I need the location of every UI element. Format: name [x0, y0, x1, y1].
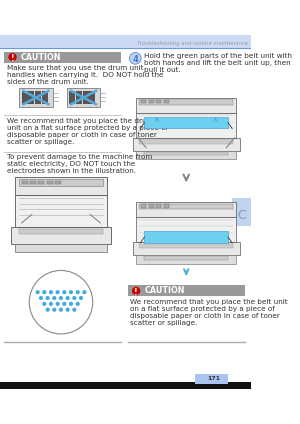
- Bar: [128, 285, 245, 296]
- Bar: [140, 99, 233, 105]
- Bar: [0, 35, 250, 48]
- Bar: [22, 91, 28, 104]
- Bar: [133, 138, 240, 151]
- Bar: [141, 100, 146, 103]
- Bar: [156, 100, 161, 103]
- Text: We recommend that you place the drum
unit on a flat surface protected by a piece: We recommend that you place the drum uni…: [7, 117, 168, 145]
- Bar: [141, 204, 146, 208]
- Bar: [136, 202, 236, 217]
- Bar: [136, 98, 236, 113]
- Text: We recommend that you place the belt unit
on a flat surface protected by a piece: We recommend that you place the belt uni…: [130, 299, 288, 326]
- Text: Hold the green parts of the belt unit with
both hands and lift the belt unit up,: Hold the green parts of the belt unit wi…: [145, 53, 292, 73]
- Bar: [145, 117, 228, 128]
- Circle shape: [66, 308, 70, 312]
- Bar: [15, 195, 107, 227]
- Bar: [145, 256, 228, 259]
- Circle shape: [76, 290, 80, 294]
- Bar: [76, 91, 82, 104]
- Circle shape: [129, 53, 141, 64]
- Bar: [140, 204, 233, 209]
- Circle shape: [79, 296, 83, 300]
- Text: CAUTION: CAUTION: [145, 287, 185, 296]
- Circle shape: [66, 296, 70, 300]
- Bar: [133, 242, 240, 255]
- Circle shape: [59, 296, 63, 300]
- Bar: [19, 229, 103, 234]
- Bar: [15, 177, 107, 195]
- Circle shape: [132, 287, 140, 295]
- Circle shape: [72, 296, 76, 300]
- Bar: [67, 88, 100, 107]
- Bar: [4, 52, 121, 62]
- Circle shape: [42, 290, 46, 294]
- Text: Make sure that you use the drum unit
handles when carrying it.  DO NOT hold the
: Make sure that you use the drum unit han…: [7, 65, 163, 85]
- Circle shape: [29, 271, 93, 334]
- Bar: [149, 204, 154, 208]
- Circle shape: [46, 296, 50, 300]
- Text: Troubleshooting and routine maintenance: Troubleshooting and routine maintenance: [137, 41, 248, 46]
- Circle shape: [82, 290, 86, 294]
- Bar: [136, 151, 236, 159]
- Circle shape: [49, 290, 53, 294]
- Text: To prevent damage to the machine from
static electricity, DO NOT touch the
elect: To prevent damage to the machine from st…: [7, 154, 152, 174]
- Bar: [19, 179, 103, 186]
- Circle shape: [39, 296, 43, 300]
- Text: 171: 171: [207, 376, 220, 381]
- Bar: [15, 244, 107, 252]
- Bar: [19, 88, 52, 107]
- Bar: [164, 204, 169, 208]
- Bar: [83, 91, 88, 104]
- Bar: [136, 255, 236, 264]
- Text: !: !: [11, 54, 14, 63]
- Circle shape: [56, 302, 60, 306]
- Circle shape: [42, 302, 46, 306]
- Circle shape: [59, 308, 63, 312]
- Bar: [145, 231, 228, 243]
- Circle shape: [52, 296, 56, 300]
- Circle shape: [69, 290, 73, 294]
- Circle shape: [52, 308, 56, 312]
- Bar: [30, 181, 36, 184]
- Text: !: !: [134, 288, 138, 297]
- Bar: [164, 100, 169, 103]
- Bar: [11, 227, 111, 244]
- Circle shape: [69, 302, 73, 306]
- Circle shape: [46, 308, 50, 312]
- Bar: [0, 382, 250, 389]
- Bar: [69, 91, 75, 104]
- Bar: [89, 91, 95, 104]
- Bar: [38, 181, 44, 184]
- Bar: [35, 91, 41, 104]
- Circle shape: [49, 302, 53, 306]
- Circle shape: [72, 308, 76, 312]
- Bar: [47, 181, 52, 184]
- Bar: [136, 217, 236, 242]
- Bar: [140, 244, 233, 248]
- Circle shape: [76, 302, 80, 306]
- Bar: [55, 181, 61, 184]
- Bar: [232, 198, 250, 226]
- Text: CAUTION: CAUTION: [21, 53, 62, 61]
- Circle shape: [62, 302, 66, 306]
- Bar: [195, 374, 228, 384]
- Bar: [145, 152, 228, 155]
- Text: 4: 4: [132, 55, 138, 64]
- Text: C: C: [237, 209, 246, 222]
- Bar: [140, 139, 233, 143]
- Bar: [156, 204, 161, 208]
- Bar: [149, 100, 154, 103]
- Bar: [136, 113, 236, 138]
- Circle shape: [8, 53, 17, 61]
- Bar: [28, 91, 34, 104]
- Bar: [42, 91, 48, 104]
- Circle shape: [56, 290, 60, 294]
- Circle shape: [35, 290, 40, 294]
- Bar: [22, 181, 28, 184]
- Circle shape: [62, 290, 66, 294]
